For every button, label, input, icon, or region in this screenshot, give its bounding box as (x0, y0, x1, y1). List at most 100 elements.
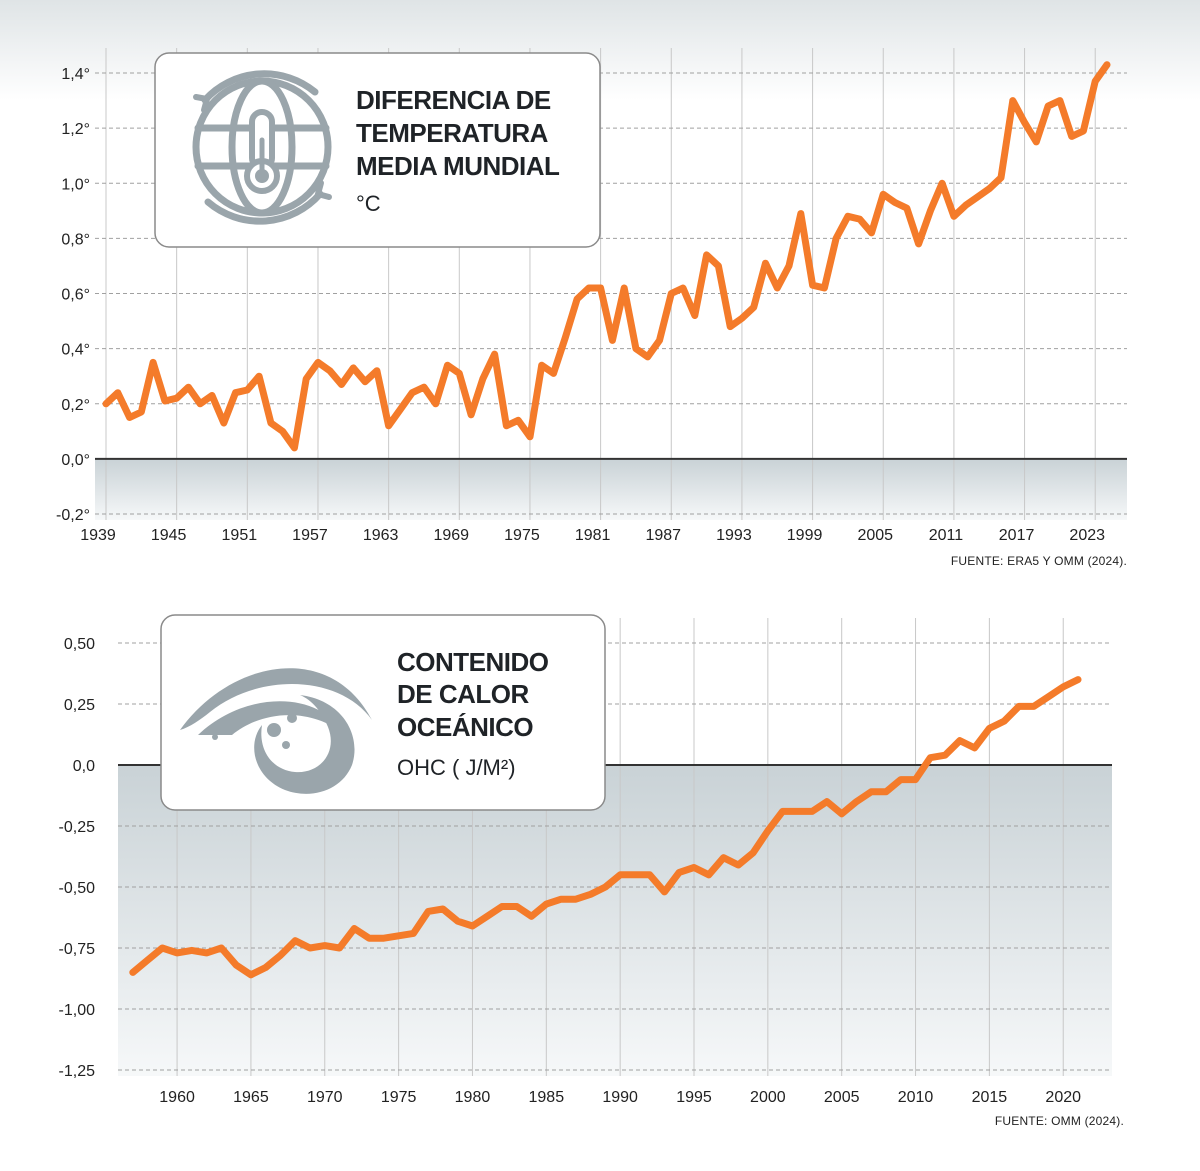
data-point (279, 954, 281, 956)
data-point (717, 265, 719, 267)
data-point (505, 425, 507, 427)
data-point (293, 447, 295, 449)
y-tick-label: -0,25 (59, 819, 96, 836)
data-point (882, 193, 884, 195)
data-point (944, 754, 946, 756)
data-point (1000, 177, 1002, 179)
chart-title-line: MEDIA MUNDIAL (356, 151, 560, 181)
x-tick-label: 1951 (222, 527, 258, 544)
data-point (353, 927, 355, 929)
data-point (976, 196, 978, 198)
x-tick-label: 2017 (999, 527, 1035, 544)
data-point (678, 871, 680, 873)
ocean-heat-content-chart: 0,50 0,25 0,0 -0,25 -0,50 -0,75 -1,00 -1,25 196… (59, 614, 1124, 1128)
data-point (1033, 705, 1035, 707)
data-point (619, 874, 621, 876)
data-point (486, 915, 488, 917)
x-tick-label: 1975 (381, 1089, 417, 1106)
x-tick-label: 2015 (972, 1089, 1008, 1106)
y-tick-label: -0,50 (59, 880, 96, 897)
data-point (1062, 686, 1064, 688)
data-point (929, 757, 931, 759)
series-line (102, 61, 1111, 452)
y-tick-label: 1,2° (61, 121, 90, 138)
data-point (918, 243, 920, 245)
x-tick-label: 1963 (363, 527, 399, 544)
data-point (270, 422, 272, 424)
y-tick-label: 0,6° (61, 287, 90, 304)
data-point (211, 394, 213, 396)
data-point (1106, 64, 1108, 66)
negative-region-shade (118, 765, 1112, 1076)
data-point (564, 337, 566, 339)
data-point (729, 326, 731, 328)
data-point (855, 801, 857, 803)
data-point (835, 237, 837, 239)
data-point (117, 392, 119, 394)
data-point (176, 952, 178, 954)
data-point (517, 419, 519, 421)
data-point (859, 218, 861, 220)
x-tick-label: 1995 (676, 1089, 712, 1106)
data-point (604, 886, 606, 888)
data-point (129, 417, 131, 419)
data-point (341, 383, 343, 385)
x-tick-label: 2010 (898, 1089, 934, 1106)
data-point (1094, 80, 1096, 82)
y-tick-label: 0,2° (61, 397, 90, 414)
chart-title-card: DIFERENCIA DE TEMPERATURA MEDIA MUNDIAL … (154, 52, 601, 248)
data-point (223, 422, 225, 424)
data-point (974, 747, 976, 749)
data-point (411, 392, 413, 394)
data-point (140, 411, 142, 413)
data-point (1071, 135, 1073, 137)
chart-unit-label: OHC ( J/M²) (397, 755, 516, 780)
data-point (635, 348, 637, 350)
data-point (176, 397, 178, 399)
data-point (246, 389, 248, 391)
x-tick-label: 2011 (929, 527, 964, 544)
data-point (305, 378, 307, 380)
data-point (457, 920, 459, 922)
y-tick-label: -0,2° (56, 507, 90, 524)
data-point (553, 372, 555, 374)
chart-source: FUENTE: ERA5 Y OMM (2024). (951, 554, 1127, 568)
data-point (1047, 696, 1049, 698)
data-point (250, 974, 252, 976)
data-point (941, 182, 943, 184)
data-point (658, 339, 660, 341)
y-tick-label: 0,0° (61, 452, 90, 469)
data-point (741, 317, 743, 319)
data-point (531, 915, 533, 917)
data-point (329, 370, 331, 372)
data-point (447, 364, 449, 366)
data-point (132, 971, 134, 973)
data-point (826, 801, 828, 803)
y-tick-label: 0,25 (64, 697, 95, 714)
data-point (575, 898, 577, 900)
data-point (1047, 105, 1049, 107)
data-point (811, 810, 813, 812)
data-point (988, 188, 990, 190)
data-point (670, 293, 672, 294)
data-point (870, 791, 872, 793)
data-point (764, 262, 766, 264)
data-point (590, 893, 592, 895)
data-point (442, 908, 444, 910)
data-point (782, 810, 784, 812)
data-point (560, 898, 562, 900)
ocean-wave-icon (180, 668, 372, 794)
data-point (152, 361, 154, 363)
data-point (1035, 141, 1037, 143)
data-point (693, 866, 695, 868)
data-point (682, 287, 684, 289)
data-point (235, 964, 237, 966)
data-point (516, 906, 518, 908)
data-point (965, 204, 967, 206)
data-point (647, 356, 649, 358)
data-point (383, 937, 385, 939)
data-point (753, 306, 755, 308)
data-point (708, 874, 710, 876)
data-point (427, 910, 429, 912)
data-point (294, 940, 296, 942)
